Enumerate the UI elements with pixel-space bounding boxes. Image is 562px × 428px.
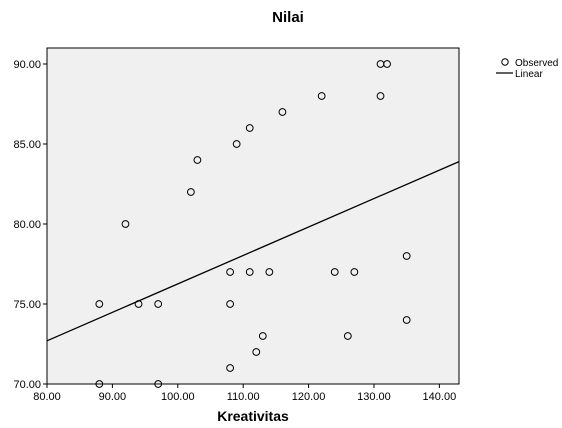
observed-point xyxy=(154,380,163,388)
y-tick-label: 70.00 xyxy=(13,379,41,391)
observed-point xyxy=(258,332,267,340)
observed-point xyxy=(402,252,411,260)
legend-linear-label: Linear xyxy=(515,69,543,80)
legend: Observed Linear xyxy=(496,58,558,80)
plot-area xyxy=(46,47,460,385)
observed-point xyxy=(134,300,143,308)
observed-point xyxy=(95,380,104,388)
points-layer xyxy=(95,60,411,388)
y-axis: 70.00 75.00 80.00 85.00 90.00 xyxy=(13,59,47,391)
x-tick-label: 100.00 xyxy=(161,391,195,403)
observed-point xyxy=(245,124,254,132)
observed-point xyxy=(95,300,104,308)
x-tick-label: 110.00 xyxy=(227,391,260,403)
y-tick-label: 90.00 xyxy=(13,59,41,71)
y-tick-label: 75.00 xyxy=(13,299,41,311)
y-tick-label: 80.00 xyxy=(13,219,41,231)
x-tick-label: 130.00 xyxy=(357,391,391,403)
observed-point xyxy=(317,92,326,100)
observed-point xyxy=(265,268,274,276)
legend-observed-label: Observed xyxy=(515,58,558,69)
observed-point xyxy=(193,156,202,164)
observed-point xyxy=(343,332,352,340)
trend-layer xyxy=(46,161,460,342)
y-tick-label: 85.00 xyxy=(13,139,41,151)
observed-point xyxy=(376,92,385,100)
observed-point xyxy=(245,268,254,276)
observed-point xyxy=(278,108,287,116)
legend-observed-marker xyxy=(501,58,509,66)
observed-point xyxy=(252,348,261,356)
x-tick-label: 90.00 xyxy=(99,391,127,403)
observed-point xyxy=(232,140,241,148)
observed-point xyxy=(330,268,339,276)
x-axis-label: Kreativitas xyxy=(217,408,289,424)
observed-point xyxy=(226,300,235,308)
x-tick-label: 80.00 xyxy=(33,391,61,403)
observed-point xyxy=(226,268,235,276)
x-tick-label: 120.00 xyxy=(292,391,326,403)
observed-point xyxy=(186,188,195,196)
x-tick-label: 140.00 xyxy=(423,391,457,403)
observed-point xyxy=(383,60,391,68)
observed-point xyxy=(226,364,235,372)
observed-point xyxy=(350,268,359,276)
x-axis: 80.00 90.00 100.00 110.00 120.00 130.00 140.00 xyxy=(33,384,456,403)
observed-point xyxy=(402,316,411,324)
observed-point xyxy=(121,220,130,228)
linear-fit-line xyxy=(46,161,460,342)
observed-point xyxy=(154,300,163,308)
chart-title: Nilai xyxy=(272,9,304,26)
